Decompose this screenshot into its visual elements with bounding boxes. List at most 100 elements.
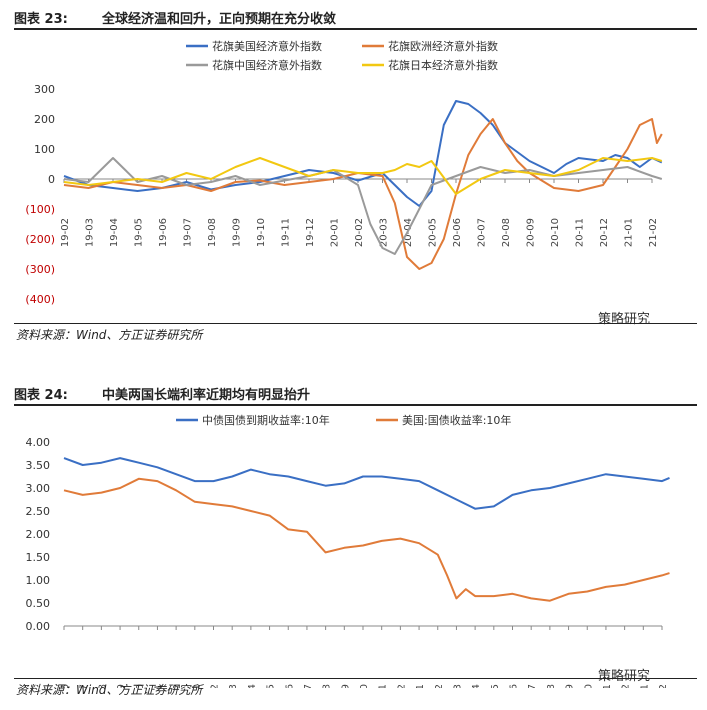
- chart-23-ytick-label-1: 200: [34, 113, 55, 126]
- chart-23-ytick-label-5: (200): [25, 233, 55, 246]
- chart-23-xtick-label-1: 19-03: [85, 218, 96, 247]
- chart-23-xtick-label-12: 20-02: [354, 218, 365, 247]
- chart-23-title-row: 图表 23: 全球经济温和回升，正向预期在充分收敛: [14, 6, 697, 30]
- chart-24-ytick-label-8: 0.00: [26, 620, 51, 633]
- chart-24-xtick-label-31: 21-01: [639, 684, 650, 688]
- chart-23-xtick-label-5: 19-07: [183, 218, 194, 247]
- chart-24-xtick-label-14: 19-08: [322, 684, 333, 688]
- chart-24-xtick-label-7: 19-01: [191, 684, 202, 688]
- chart-23-legend-label-1: 花旗欧洲经济意外指数: [388, 39, 498, 53]
- chart-23-xtick-label-4: 19-06: [158, 218, 169, 247]
- chart-23-source: 资料来源：Wind、方正证券研究所: [16, 328, 203, 342]
- chart-23-legend-label-0: 花旗美国经济意外指数: [212, 39, 322, 53]
- chart-23-xtick-label-23: 21-01: [624, 218, 635, 247]
- chart-24-svg: 中债国债到期收益率:10年 美国:国债收益率:10年 4.00 3.50 3.00 2.5…: [26, 413, 670, 688]
- chart-23-ytick-label-4: (100): [25, 203, 55, 216]
- chart-23-watermark: 策略研究: [598, 312, 651, 327]
- chart-23-series-line-0: [63, 100, 663, 207]
- chart-24-xtick-label-28: 20-10: [583, 684, 594, 688]
- chart-24-series-line-1: [63, 477, 670, 602]
- chart-23-xtick-label-7: 19-09: [232, 218, 243, 247]
- chart-24-ytick-label-0: 4.00: [26, 436, 51, 449]
- chart-24-xtick-label-12: 19-06: [284, 684, 295, 688]
- chart-24-xtick-label-15: 19-09: [340, 684, 351, 688]
- chart-23-xtick-label-11: 20-01: [330, 218, 341, 247]
- chart-23-ytick-label-2: 100: [34, 143, 55, 156]
- chart-23-title: 全球经济温和回升，正向预期在充分收敛: [102, 12, 337, 27]
- chart-23-xtick-label-19: 20-09: [526, 218, 537, 247]
- chart-24-xtick-label-10: 19-04: [247, 684, 258, 688]
- chart-23-xtick-label-15: 20-05: [428, 218, 439, 247]
- chart-24-xtick-label-3: 18-09: [116, 684, 127, 688]
- chart-24-ytick-label-2: 3.00: [26, 482, 51, 495]
- chart-23-series-line-3: [63, 157, 663, 195]
- chart-24-fig-label: 图表 24:: [14, 388, 68, 403]
- chart-23-xtick-label-18: 20-08: [501, 218, 512, 247]
- chart-23-xtick-label-3: 19-05: [134, 218, 145, 247]
- chart-23-legend-item-0: 花旗美国经济意外指数: [186, 39, 322, 53]
- chart-23-xtick-label-22: 20-12: [599, 218, 610, 247]
- chart-23-xtick-label-10: 19-12: [305, 218, 316, 247]
- chart-24-xtick-label-22: 20-04: [471, 684, 482, 688]
- chart-23-ytick-label-3: 0: [48, 173, 55, 186]
- chart-24-title: 中美两国长端利率近期均有明显抬升: [102, 388, 311, 403]
- chart-24-xtick-label-20: 20-02: [434, 684, 445, 688]
- chart-23-legend-label-2: 花旗中国经济意外指数: [212, 58, 322, 72]
- chart-23-source-rule: [14, 323, 697, 324]
- chart-24-ytick-label-5: 1.50: [26, 551, 51, 564]
- chart-24-xtick-label-29: 20-11: [602, 684, 613, 688]
- chart-23-legend-label-3: 花旗日本经济意外指数: [388, 58, 498, 72]
- chart-24-legend-item-1: 美国:国债收益率:10年: [376, 413, 511, 427]
- chart-23-xtick-label-21: 20-11: [575, 218, 586, 247]
- chart-24-xtick-label-9: 19-03: [228, 684, 239, 688]
- chart-24-xtick-label-30: 20-12: [621, 684, 632, 688]
- chart-24-xtick-label-1: 18-07: [79, 684, 90, 688]
- chart-23-xtick-label-16: 20-06: [452, 218, 463, 247]
- chart-23-xtick-label-6: 19-08: [207, 218, 218, 247]
- chart-24-xtick-label-17: 19-11: [378, 684, 389, 688]
- chart-24-xtick-label-2: 18-08: [97, 684, 108, 688]
- chart-24-xtick-label-23: 20-05: [490, 684, 501, 688]
- chart-24-xtick-label-21: 20-03: [452, 684, 463, 688]
- chart-24-xtick-label-16: 19-10: [359, 684, 370, 688]
- chart-24-xtick-label-24: 20-06: [509, 684, 520, 688]
- chart-24-xtick-label-19: 20-01: [415, 684, 426, 688]
- chart-23-xtick-label-24: 21-02: [648, 218, 659, 247]
- chart-23-legend-item-2: 花旗中国经济意外指数: [186, 58, 322, 72]
- chart-24-legend-item-0: 中债国债到期收益率:10年: [176, 413, 330, 427]
- chart-23-series-line-1: [63, 118, 663, 270]
- chart-24-xtick-label-8: 19-02: [210, 684, 221, 688]
- chart-23-xtick-label-9: 19-11: [281, 218, 292, 247]
- chart-24-legend-label-1: 美国:国债收益率:10年: [402, 413, 511, 427]
- chart-23-xtick-label-13: 20-03: [379, 218, 390, 247]
- chart-24-ytick-label-7: 0.50: [26, 597, 51, 610]
- chart-24-watermark: 策略研究: [598, 669, 651, 684]
- chart-24-source: 资料来源：Wind、方正证券研究所: [16, 683, 203, 697]
- chart-24-xtick-label-4: 18-10: [135, 684, 146, 688]
- chart-24-section: 图表 24: 中美两国长端利率近期均有明显抬升 中债国债到期收益率:10年 美国:…: [0, 380, 707, 710]
- chart-24-source-rule: [14, 678, 697, 679]
- chart-23-fig-label: 图表 23:: [14, 12, 68, 27]
- chart-23-xtick-label-0: 19-02: [60, 218, 71, 247]
- chart-23-xtick-label-17: 20-07: [477, 218, 488, 247]
- chart-24-xtick-label-13: 19-07: [303, 684, 314, 688]
- chart-23-section: 图表 23: 全球经济温和回升，正向预期在充分收敛 花旗美国经济意外指数 花旗欧洲…: [0, 0, 707, 350]
- chart-23-legend-item-1: 花旗欧洲经济意外指数: [362, 39, 498, 53]
- chart-24-xtick-label-6: 18-12: [172, 684, 183, 688]
- chart-24-xtick-label-18: 19-12: [396, 684, 407, 688]
- chart-24-xtick-label-27: 20-09: [565, 684, 576, 688]
- chart-24-xtick-label-25: 20-07: [527, 684, 538, 688]
- chart-24-ytick-label-1: 3.50: [26, 459, 51, 472]
- chart-24-title-row: 图表 24: 中美两国长端利率近期均有明显抬升: [14, 382, 697, 406]
- chart-24-xtick-label-5: 18-11: [153, 684, 164, 688]
- chart-24-xtick-label-11: 19-05: [266, 684, 277, 688]
- chart-24-xtick-label-0: 18-06: [60, 684, 71, 688]
- chart-24-xtick-label-32: 21-02: [658, 684, 669, 688]
- chart-24-ytick-label-6: 1.00: [26, 574, 51, 587]
- chart-23-xtick-label-8: 19-10: [256, 218, 267, 247]
- chart-24-xtick-label-26: 20-08: [546, 684, 557, 688]
- chart-24-ytick-label-4: 2.00: [26, 528, 51, 541]
- chart-24-series-line-0: [63, 457, 670, 510]
- chart-23-ytick-label-0: 300: [34, 83, 55, 96]
